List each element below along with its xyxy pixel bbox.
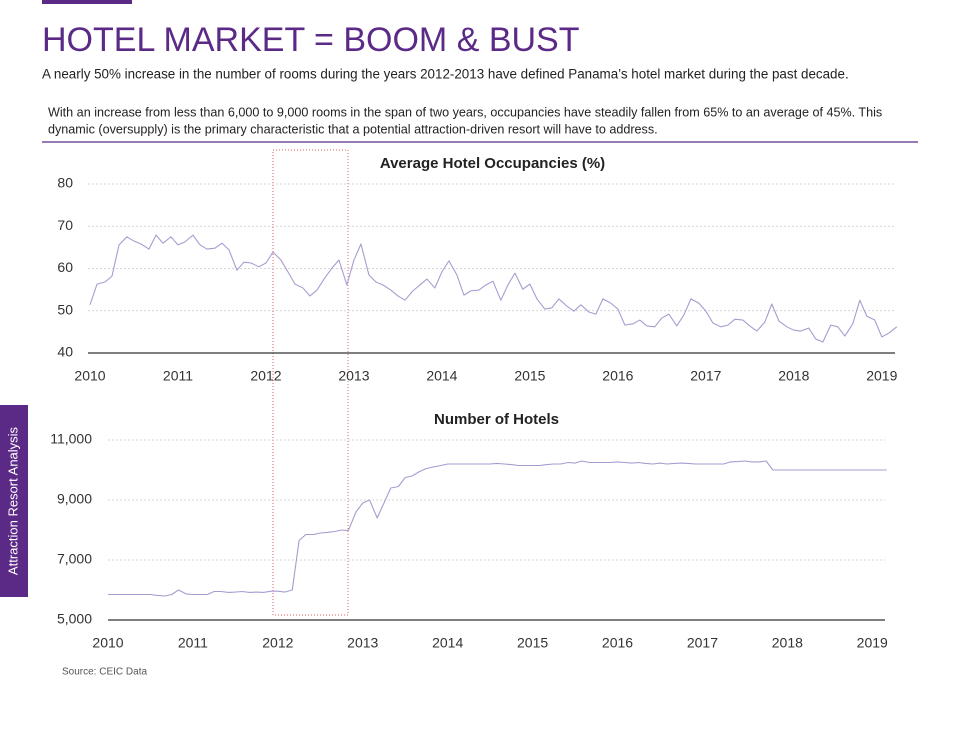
y-tick-label: 80 <box>57 175 73 191</box>
x-tick-label: 2013 <box>347 635 378 651</box>
x-tick-label: 2012 <box>250 368 281 384</box>
x-tick-label: 2010 <box>92 635 123 651</box>
x-tick-label: 2018 <box>772 635 803 651</box>
y-tick-label: 60 <box>57 259 73 275</box>
chart-title: Number of Hotels <box>434 411 559 428</box>
x-tick-label: 2016 <box>602 368 633 384</box>
x-tick-label: 2011 <box>163 368 193 384</box>
x-tick-label: 2017 <box>690 368 721 384</box>
chart-title: Average Hotel Occupancies (%) <box>380 155 605 172</box>
subtitle: A nearly 50% increase in the number of r… <box>42 67 849 82</box>
highlight-box <box>272 149 349 616</box>
page-title: HOTEL MARKET = BOOM & BUST <box>42 21 580 59</box>
x-tick-label: 2013 <box>338 368 369 384</box>
x-tick-label: 2018 <box>778 368 809 384</box>
x-tick-label: 2016 <box>602 635 633 651</box>
x-tick-label: 2015 <box>514 368 545 384</box>
y-tick-label: 40 <box>57 344 73 360</box>
y-tick-label: 9,000 <box>57 491 92 507</box>
y-tick-label: 7,000 <box>57 551 92 567</box>
body-line: dynamic (oversupply) is the primary char… <box>48 122 658 136</box>
x-tick-label: 2014 <box>432 635 463 651</box>
y-tick-label: 70 <box>57 217 73 233</box>
x-tick-label: 2011 <box>178 635 208 651</box>
side-tab-label: Attraction Resort Analysis <box>5 426 20 575</box>
x-tick-label: 2015 <box>517 635 548 651</box>
body-line: With an increase from less than 6,000 to… <box>48 105 882 119</box>
x-tick-label: 2019 <box>866 368 897 384</box>
y-tick-label: 11,000 <box>50 431 92 447</box>
x-tick-label: 2017 <box>687 635 718 651</box>
data-line <box>89 234 898 343</box>
source: Source: CEIC Data <box>62 667 147 678</box>
data-line <box>108 460 887 597</box>
x-tick-label: 2019 <box>857 635 888 651</box>
x-tick-label: 2012 <box>262 635 293 651</box>
top-bar <box>42 0 132 4</box>
x-tick-label: 2014 <box>426 368 457 384</box>
y-tick-label: 5,000 <box>57 611 92 627</box>
y-tick-label: 50 <box>57 301 73 317</box>
side-tab <box>0 405 28 597</box>
x-tick-label: 2010 <box>74 368 105 384</box>
